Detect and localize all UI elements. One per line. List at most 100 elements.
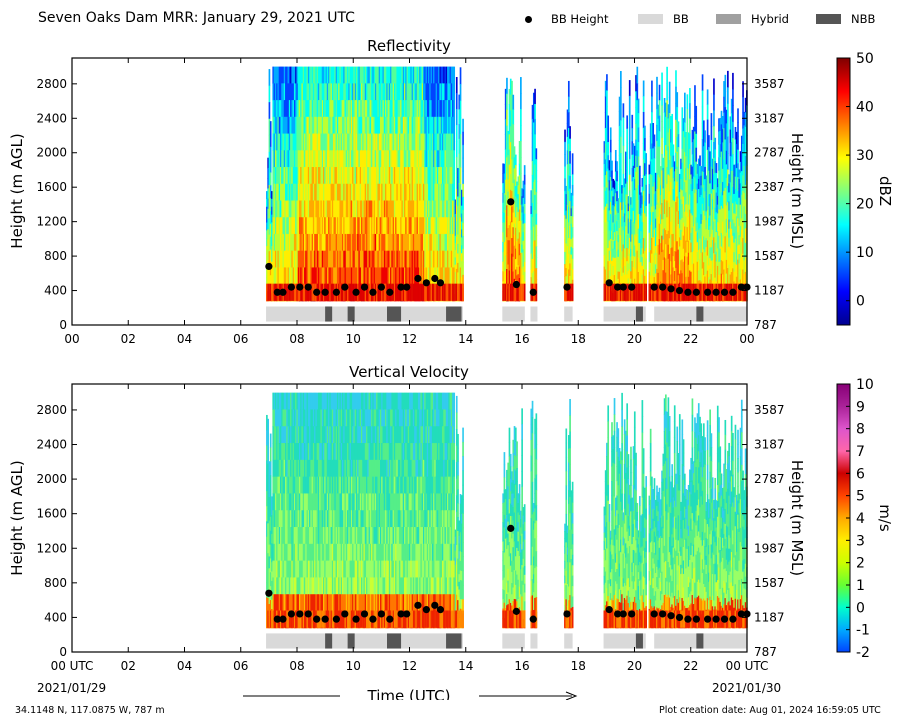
plot-creation-date: Plot creation date: Aug 01, 2024 16:59:0…	[659, 705, 881, 716]
colorbar-tick-label: 2	[856, 556, 865, 572]
legend: BB Height BB Hybrid NBB	[520, 10, 890, 28]
y-tick-label: 2400	[36, 438, 67, 452]
bb-height-point	[667, 285, 675, 293]
bb-height-point	[605, 279, 613, 287]
y-right-tick-label: 2787	[754, 472, 785, 486]
time-axis-label: Time (UTC)	[367, 687, 451, 700]
bb-height-point	[403, 610, 411, 618]
colorbar-tick-label: 50	[856, 51, 874, 67]
colorbar-tick-label: 0	[856, 294, 865, 310]
bb-height-point	[507, 198, 515, 206]
x-tick-label: 22	[683, 332, 698, 346]
bb-height-point	[712, 288, 720, 296]
bb-height-series-vertical-velocity	[265, 524, 751, 623]
colorbar-ticks-vertical-velocity: -2 -1 0 1 2 3 4 5 6 7 8 9 10	[846, 377, 874, 661]
y-tick-label: 800	[44, 249, 67, 263]
bb-height-point	[321, 615, 329, 623]
bb-height-point	[692, 288, 700, 296]
bb-height-point	[563, 610, 571, 618]
y-right-tick-label: 1587	[754, 249, 785, 263]
y-tick-label: 0	[59, 318, 67, 332]
bb-height-point	[729, 288, 737, 296]
bb-type-segment	[387, 633, 402, 649]
y-right-tick-label: 3187	[754, 438, 785, 452]
bb-height-point	[313, 615, 321, 623]
y-right-tick-label: 1587	[754, 576, 785, 590]
y-right-tick-label: 787	[754, 318, 777, 332]
bb-type-segment	[564, 633, 573, 649]
bb-type-bar-vertical-velocity	[266, 633, 747, 649]
bb-height-point	[692, 615, 700, 623]
bb-height-point	[659, 283, 667, 291]
bb-height-point	[659, 610, 667, 618]
bb-height-point	[265, 262, 273, 271]
bb-height-point	[273, 288, 281, 296]
bb-legend-swatch	[638, 14, 663, 24]
panel-vertical-velocity: Vertical Velocity 00 UTC 02 04 06 08 10 12 14 16…	[8, 363, 894, 673]
bb-height-point	[422, 606, 430, 614]
y-tick-label: 1600	[36, 180, 67, 194]
bb-height-point	[279, 615, 287, 623]
colorbar-tick-label: -1	[856, 623, 870, 639]
bb-height-point	[352, 288, 360, 296]
bb-height-point	[386, 288, 394, 296]
ylabel-right-vertical-velocity: Height (m MSL)	[788, 460, 806, 576]
bb-type-segment	[603, 633, 646, 649]
date-start-label: 2021/01/29	[37, 681, 107, 695]
x-tick-label: 00 UTC	[51, 659, 94, 673]
colorbar-tick-label: 5	[856, 489, 865, 505]
legend-label-hybrid: Hybrid	[751, 12, 789, 26]
colorbar-tick-label: -2	[856, 645, 870, 661]
colorbar-tick-label: 7	[856, 444, 865, 460]
colorbar-label-ms: m/s	[876, 504, 894, 532]
bb-height-point	[737, 610, 745, 618]
bb-height-point	[529, 615, 537, 623]
bb-height-point	[397, 283, 405, 291]
station-location: 34.1148 N, 117.0875 W, 787 m	[15, 705, 165, 716]
bb-height-point	[720, 288, 729, 296]
legend-label-bb: BB	[673, 12, 689, 26]
bb-height-point	[279, 288, 287, 296]
bb-height-point	[704, 288, 712, 296]
bb-type-segment	[266, 306, 463, 322]
x-tick-label: 08	[289, 659, 304, 673]
x-tick-label: 16	[514, 332, 529, 346]
bb-type-bar-reflectivity	[266, 306, 747, 322]
bb-type-segment	[603, 306, 646, 322]
bb-type-segment	[530, 633, 538, 649]
colorbar-tick-label: 8	[856, 422, 865, 438]
bb-height-point	[304, 610, 312, 618]
bb-height-point	[431, 274, 439, 283]
x-tick-label: 22	[683, 659, 698, 673]
nbb-legend-swatch	[816, 14, 841, 24]
bb-height-point	[332, 615, 340, 623]
x-tick-label: 00	[739, 332, 754, 346]
colorbar-ticks-reflectivity: 0 10 20 30 40 50	[846, 51, 874, 310]
bb-height-point	[397, 610, 405, 618]
colorbar-tick-label: 3	[856, 533, 865, 549]
bb-height-point	[628, 610, 636, 618]
bb-height-point	[287, 610, 295, 618]
bb-type-segment	[564, 306, 573, 322]
panel-title-vertical-velocity: Vertical Velocity	[349, 363, 469, 381]
bb-height-point	[675, 286, 684, 295]
y-right-tick-label: 2387	[754, 180, 785, 194]
ylabel-right-reflectivity: Height (m MSL)	[788, 133, 806, 249]
bb-height-point	[265, 589, 273, 597]
y-tick-label: 0	[59, 645, 67, 659]
bb-height-point	[296, 610, 304, 618]
bb-height-series-reflectivity	[265, 198, 751, 296]
y-tick-label: 800	[44, 576, 67, 590]
y-tick-label: 1200	[36, 541, 67, 555]
bb-height-point	[369, 615, 377, 623]
bb-height-point	[684, 615, 692, 623]
bb-height-point	[352, 615, 360, 623]
hybrid-legend-swatch	[716, 14, 741, 24]
bb-height-point	[704, 615, 712, 623]
bb-type-segment	[502, 633, 525, 649]
colorbar-tick-label: 6	[856, 466, 865, 482]
y-tick-label: 2800	[36, 403, 67, 417]
x-tick-label: 04	[177, 332, 192, 346]
bb-height-point	[650, 610, 658, 618]
